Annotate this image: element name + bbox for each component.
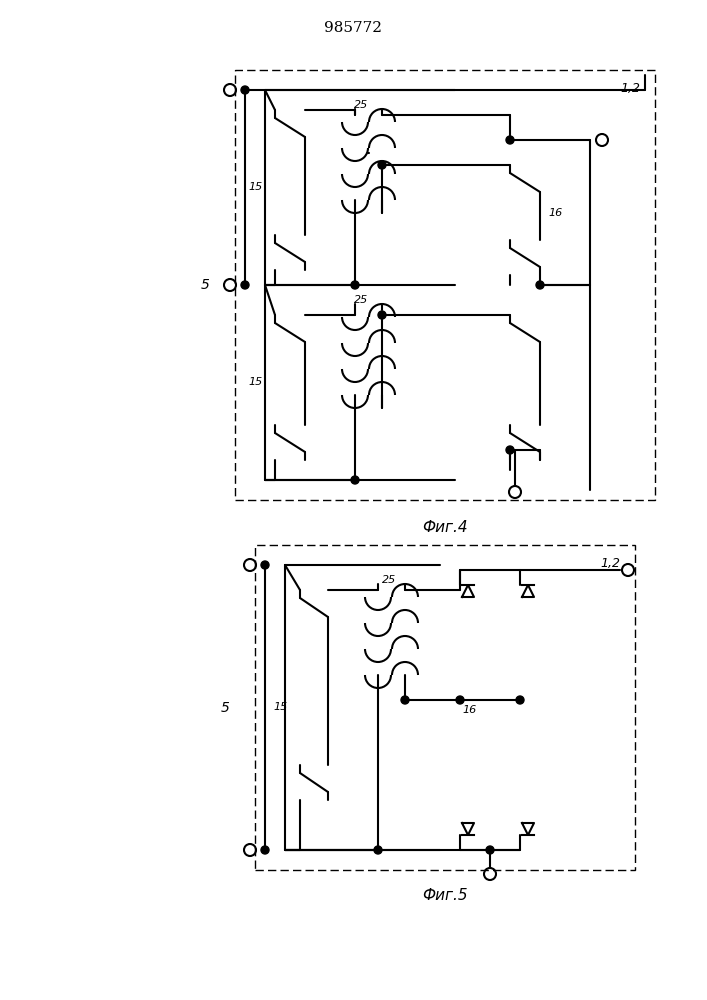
Circle shape: [241, 86, 249, 94]
Text: 985772: 985772: [324, 21, 382, 35]
Bar: [255, 545, 635, 870]
Text: Фиг.4: Фиг.4: [422, 520, 468, 535]
Text: 25: 25: [354, 295, 368, 305]
Text: 25: 25: [382, 575, 396, 585]
Circle shape: [536, 281, 544, 289]
Circle shape: [351, 476, 359, 484]
Circle shape: [261, 846, 269, 854]
Circle shape: [401, 696, 409, 704]
Text: 15: 15: [249, 377, 263, 387]
Bar: [235, 70, 655, 500]
Text: 5: 5: [201, 278, 209, 292]
Text: 15: 15: [249, 182, 263, 192]
Circle shape: [351, 281, 359, 289]
Circle shape: [374, 846, 382, 854]
Text: 5: 5: [221, 700, 230, 714]
Circle shape: [378, 311, 386, 319]
Text: 16: 16: [548, 208, 562, 218]
Circle shape: [378, 161, 386, 169]
Text: Фиг.5: Фиг.5: [422, 888, 468, 903]
Text: 25: 25: [354, 100, 368, 110]
Text: 15: 15: [274, 702, 288, 712]
Text: 16: 16: [462, 705, 477, 715]
Circle shape: [516, 696, 524, 704]
Circle shape: [241, 281, 249, 289]
Circle shape: [506, 136, 514, 144]
Circle shape: [261, 561, 269, 569]
Circle shape: [486, 846, 494, 854]
Text: 1,2: 1,2: [600, 557, 620, 570]
Text: 1,2: 1,2: [620, 82, 640, 95]
Circle shape: [506, 446, 514, 454]
Circle shape: [456, 696, 464, 704]
